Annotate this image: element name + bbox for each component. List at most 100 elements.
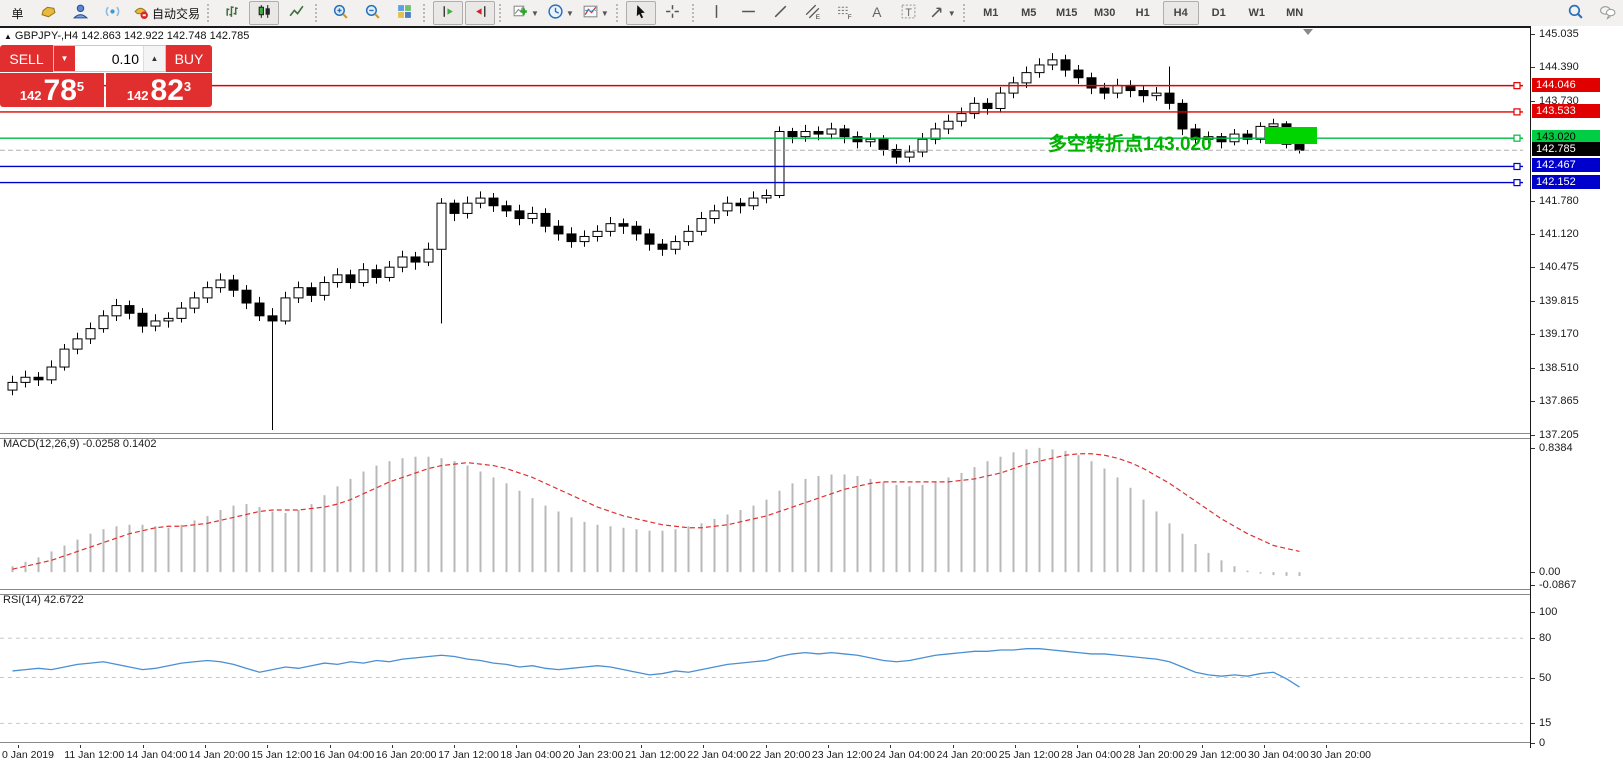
main-chart-canvas[interactable] xyxy=(0,28,1530,433)
timeframe-button-m1[interactable]: M1 xyxy=(983,7,999,19)
templates-button[interactable]: ▼ xyxy=(579,1,612,25)
price-tick-label: 138.510 xyxy=(1539,362,1579,375)
horizontal-line-tool-button[interactable] xyxy=(734,1,764,25)
timeframe-button-mn[interactable]: MN xyxy=(1286,7,1304,19)
bars-chart-icon xyxy=(224,3,241,23)
arrows-tool-button[interactable]: ▼ xyxy=(926,1,959,25)
crosshair-tool-button[interactable] xyxy=(658,1,688,25)
time-tick xyxy=(516,745,518,748)
text-label-tool-button[interactable]: T xyxy=(894,1,924,25)
timeframe-button-m30[interactable]: M30 xyxy=(1094,7,1116,19)
cursor-tool-button[interactable] xyxy=(625,1,656,25)
volume-group: ▼ ▲ xyxy=(53,45,166,72)
pane-separator[interactable] xyxy=(0,433,1623,439)
main-toolbar: 单 自动交易 xyxy=(0,0,1623,26)
rsi-tick xyxy=(1531,723,1535,725)
market-watch-button[interactable] xyxy=(33,1,63,25)
timeframe-button-h1[interactable]: H1 xyxy=(1135,7,1150,19)
price-tick-label: 141.120 xyxy=(1539,228,1579,241)
chart-shift-icon xyxy=(472,3,489,23)
sell-price-main: 78 xyxy=(43,74,77,107)
channel-tool-button[interactable]: E xyxy=(798,1,828,25)
sell-price-display[interactable]: 142 78 5 xyxy=(0,73,104,107)
template-icon xyxy=(582,3,599,23)
time-axis-label: 25 Jan 12:00 xyxy=(998,749,1060,761)
buy-button[interactable]: BUY xyxy=(166,45,212,72)
chat-icon xyxy=(1599,3,1616,23)
autotrading-button[interactable]: 自动交易 xyxy=(129,1,203,25)
indicators-button[interactable]: ▼ xyxy=(509,1,542,25)
auto-scroll-icon xyxy=(440,3,457,23)
text-tool-button[interactable]: A xyxy=(862,1,892,25)
candle-chart-mode-button[interactable] xyxy=(249,1,280,25)
new-order-button[interactable]: 单 xyxy=(1,1,31,25)
add-indicator-icon xyxy=(512,3,529,23)
chart-shift-button[interactable] xyxy=(465,1,496,25)
time-axis-label: 16 Jan 20:00 xyxy=(375,749,437,761)
zoom-out-button[interactable] xyxy=(357,1,387,25)
macd-tick xyxy=(1531,584,1535,586)
highlight-rectangle[interactable] xyxy=(1265,127,1317,144)
vertical-line-icon xyxy=(708,3,725,23)
timeframe-button-d1[interactable]: D1 xyxy=(1211,7,1226,19)
sell-price-prefix: 142 xyxy=(19,88,42,103)
toolbar-grip xyxy=(615,4,622,22)
time-axis-label: 23 Jan 12:00 xyxy=(811,749,873,761)
chevron-down-icon: ▼ xyxy=(531,8,539,18)
symbol-ohlc-text: GBPJPY-,H4 142.863 142.922 142.748 142.7… xyxy=(14,30,250,42)
price-axis[interactable]: 145.035 144.390 143.730 141.780 141.120 140.4… xyxy=(1531,26,1623,774)
time-tick xyxy=(1201,745,1203,748)
fibonacci-tool-button[interactable]: F xyxy=(830,1,860,25)
search-button[interactable] xyxy=(1560,1,1590,25)
sell-button[interactable]: SELL xyxy=(0,45,53,72)
rsi-tick xyxy=(1531,677,1535,679)
toolbar-grip xyxy=(315,4,321,22)
time-tick xyxy=(641,745,642,748)
buy-price-display[interactable]: 142 82 3 xyxy=(106,73,212,107)
time-axis-label: 30 Jan 20:00 xyxy=(1310,749,1372,761)
chart-shift-marker-icon[interactable] xyxy=(1303,29,1313,35)
svg-text:A: A xyxy=(873,4,883,20)
chevron-down-icon: ▼ xyxy=(947,8,956,18)
chart-annotation-text[interactable]: 多空转折点143.020 xyxy=(1048,134,1212,155)
price-tick-label: 144.390 xyxy=(1539,61,1579,74)
time-axis-label: 17 Jan 12:00 xyxy=(438,749,499,761)
chat-button[interactable] xyxy=(1592,1,1622,25)
price-tick-label: 145.035 xyxy=(1539,28,1579,40)
svg-text:E: E xyxy=(816,14,820,20)
periods-button[interactable]: ▼ xyxy=(544,1,577,25)
volume-input[interactable] xyxy=(75,46,143,71)
chevron-down-icon: ▼ xyxy=(600,8,609,18)
price-tick-label: 137.865 xyxy=(1539,395,1579,408)
auto-scroll-button[interactable] xyxy=(433,1,464,25)
volume-increase-button[interactable]: ▲ xyxy=(143,46,165,71)
time-axis[interactable]: 0 Jan 2019 11 Jan 12:00 14 Jan 04:00 14 Jan… xyxy=(0,745,1530,774)
signals-button[interactable] xyxy=(97,1,127,25)
time-tick xyxy=(18,745,19,748)
timeframe-button-w1[interactable]: W1 xyxy=(1248,7,1265,19)
vertical-line-tool-button[interactable] xyxy=(702,1,732,25)
price-tick-label: 143.730 xyxy=(1539,94,1579,107)
arrows-icon xyxy=(929,3,946,23)
macd-canvas[interactable] xyxy=(0,436,1530,588)
time-axis-label: 16 Jan 04:00 xyxy=(313,749,375,761)
time-axis-label: 28 Jan 04:00 xyxy=(1061,749,1122,761)
price-tick xyxy=(1531,267,1535,269)
timeframe-button-m15[interactable]: M15 xyxy=(1056,7,1078,19)
profile-button[interactable] xyxy=(65,1,95,25)
timeframe-button-m5[interactable]: M5 xyxy=(1021,7,1037,19)
line-chart-mode-button[interactable] xyxy=(281,1,311,25)
price-tick-label: 141.780 xyxy=(1539,194,1579,207)
trendline-tool-button[interactable] xyxy=(766,1,796,25)
volume-decrease-button[interactable]: ▼ xyxy=(54,46,75,71)
zoom-in-button[interactable] xyxy=(325,1,355,25)
rsi-canvas[interactable] xyxy=(0,592,1530,742)
pane-separator[interactable] xyxy=(0,589,1623,595)
line-chart-icon xyxy=(288,3,305,23)
time-axis-label: 20 Jan 23:00 xyxy=(562,749,624,761)
tile-windows-button[interactable] xyxy=(389,1,419,25)
timeframe-button-h4[interactable]: H4 xyxy=(1162,1,1199,25)
price-tick-label: 139.815 xyxy=(1539,295,1579,308)
bar-chart-mode-button[interactable] xyxy=(217,1,247,25)
toolbar-grip xyxy=(962,4,969,22)
